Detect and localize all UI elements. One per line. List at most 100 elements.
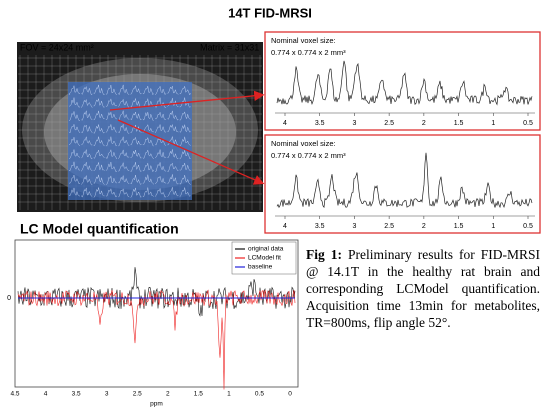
x-tick-label: 3.5 xyxy=(72,391,81,398)
voxel-spectrum xyxy=(142,163,154,173)
tick-label: 1 xyxy=(491,120,495,127)
caption: Fig 1: Preliminary results for FID-MRSI … xyxy=(306,246,540,331)
voxel-spectrum xyxy=(167,98,179,107)
voxel-spectrum xyxy=(154,149,167,159)
voxel-spectrum xyxy=(155,162,167,172)
voxel-spectrum xyxy=(154,124,167,134)
voxel-spectrum xyxy=(154,175,167,185)
voxel-spectrum xyxy=(179,136,191,146)
x-tick-label: 1 xyxy=(227,391,231,398)
tick-label: 0.5 xyxy=(523,223,533,230)
voxel-spectrum xyxy=(130,111,142,121)
tick-label: 1.5 xyxy=(454,120,464,127)
voxel-spectrum xyxy=(130,149,142,159)
voxel-spectrum xyxy=(68,187,81,197)
voxel-spectrum xyxy=(118,149,130,159)
voxel-spectrum xyxy=(105,188,118,198)
voxel-spectrum xyxy=(167,162,179,172)
voxel-spectrum xyxy=(118,98,130,108)
caption-label: Fig 1: xyxy=(306,247,342,262)
voxel-spectrum xyxy=(179,111,191,121)
voxel-spectrum xyxy=(81,149,93,159)
voxel-size: 0.774 x 0.774 x 2 mm³ xyxy=(271,48,346,57)
tick-label: 1.5 xyxy=(454,223,464,230)
voxel-spectrum xyxy=(81,175,93,185)
voxel-spectrum xyxy=(155,137,167,146)
tick-label: 1 xyxy=(491,223,495,230)
tick-label: 2.5 xyxy=(384,223,394,230)
voxel-spectrum xyxy=(167,149,179,160)
voxel-spectrum xyxy=(105,123,117,133)
x-tick-label: 1.5 xyxy=(194,391,203,398)
voxel-spectrum xyxy=(105,175,117,185)
tick-label: 2 xyxy=(422,223,426,230)
voxel-spectrum xyxy=(68,137,81,146)
voxel-spectrum xyxy=(167,123,179,133)
voxel-spectrum xyxy=(167,110,179,121)
voxel-spectrum xyxy=(130,85,142,95)
voxel-spectrum xyxy=(68,111,81,121)
voxel-spectrum xyxy=(105,136,117,147)
legend-label: original data xyxy=(248,246,284,253)
voxel-spectrum xyxy=(105,149,118,160)
voxel-spectrum xyxy=(93,84,105,95)
voxel-spectrum xyxy=(179,124,191,133)
voxel-spectrum xyxy=(118,162,130,172)
voxel-spectrum xyxy=(93,124,105,134)
voxel-spectrum xyxy=(68,85,81,96)
lcmodel-title: LC Model quantification xyxy=(20,221,179,237)
voxel-spectrum xyxy=(142,136,154,147)
voxel-spectrum xyxy=(142,174,154,185)
voxel-spectrum xyxy=(142,149,154,160)
voxel-spectrum xyxy=(69,161,81,171)
voxel-spectrum xyxy=(179,187,191,197)
legend-label: baseline xyxy=(248,264,273,271)
x-tick-label: 2.5 xyxy=(133,391,142,398)
voxel-spectrum xyxy=(81,187,93,198)
voxel-spectrum xyxy=(81,85,93,96)
voxel-spectrum xyxy=(81,98,93,108)
x-tick-label: 4.5 xyxy=(10,391,19,398)
voxel-spectrum xyxy=(93,174,105,185)
legend-label: LCModel fit xyxy=(248,255,281,262)
voxel-spectrum xyxy=(68,174,81,185)
voxel-spectrum xyxy=(105,161,117,172)
voxel-spectrum xyxy=(118,84,130,96)
voxel-spectrum xyxy=(155,111,167,121)
spectrum-panel xyxy=(264,134,541,234)
voxel-spectrum xyxy=(68,97,81,108)
x-tick-label: 3 xyxy=(105,391,109,398)
voxel-spectrum xyxy=(105,98,117,107)
voxel-spectrum xyxy=(81,162,93,172)
tick-label: 2 xyxy=(422,120,426,127)
voxel-spectrum xyxy=(81,136,93,146)
voxel-spectrum xyxy=(105,111,117,120)
voxel-spectrum xyxy=(105,84,117,95)
voxel-spectrum xyxy=(118,136,130,147)
voxel-spectra xyxy=(68,84,191,198)
voxel-spectrum xyxy=(154,85,167,96)
matrix-label: Matrix = 31x31 xyxy=(200,42,259,52)
voxel-spectrum xyxy=(118,124,130,134)
voxel-spectrum xyxy=(93,110,105,121)
voxel-spectrum xyxy=(154,187,167,198)
voxel-spectrum xyxy=(142,85,154,96)
voxel-spectrum xyxy=(130,187,142,198)
spectrum xyxy=(276,60,533,106)
arrow xyxy=(109,90,265,111)
voxel-spectrum xyxy=(130,162,142,172)
x-tick-label: 2 xyxy=(166,391,170,398)
spectrum xyxy=(276,152,533,209)
voxel-spectrum xyxy=(93,98,105,108)
voxel-spectrum xyxy=(68,149,80,159)
voxel-spectrum xyxy=(167,85,179,95)
y-tick-label: 0 xyxy=(7,295,11,302)
voxel-spectrum xyxy=(93,162,105,171)
voxel-spectrum xyxy=(142,111,154,121)
figure-title: 14T FID-MRSI xyxy=(228,5,312,20)
voxel-spectrum xyxy=(130,136,142,146)
voxel-spectrum xyxy=(179,175,191,185)
mrsi-region xyxy=(68,82,192,200)
voxel-spectrum xyxy=(179,150,191,159)
